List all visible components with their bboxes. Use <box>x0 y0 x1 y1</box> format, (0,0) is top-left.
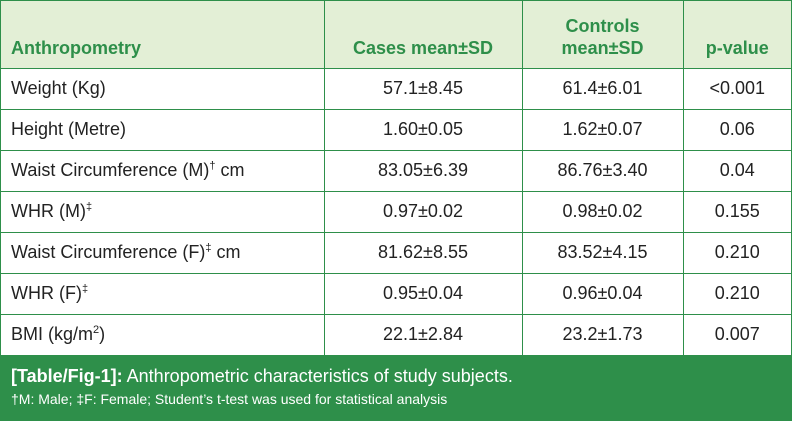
table-row: Waist Circumference (M)† cm 83.05±6.39 86.… <box>1 150 791 192</box>
table-row: WHR (F)‡ 0.95±0.04 0.96±0.04 0.210 <box>1 273 791 315</box>
controls-cell: 86.76±3.40 <box>522 150 684 192</box>
table-header-row: Anthropometry Cases mean±SD Controls mea… <box>1 1 791 69</box>
p-value-cell: 0.04 <box>683 150 791 192</box>
row-label-cell: Height (Metre) <box>1 109 325 151</box>
table-row: Waist Circumference (F)‡ cm 81.62±8.55 83.… <box>1 232 791 274</box>
row-label: Weight (Kg) <box>11 78 106 98</box>
caption-title: Anthropometric characteristics of study … <box>122 366 513 386</box>
table-row: BMI (kg/m2) 22.1±2.84 23.2±1.73 0.007 <box>1 314 791 356</box>
cases-cell: 0.97±0.02 <box>324 191 523 233</box>
table-row: Height (Metre) 1.60±0.05 1.62±0.07 0.06 <box>1 109 791 151</box>
header-p-value-line1: p-value <box>705 37 769 58</box>
row-label-cell: Weight (Kg) <box>1 68 325 110</box>
header-cases: Cases mean±SD <box>324 1 523 69</box>
row-label-cell: Waist Circumference (F)‡ cm <box>1 232 325 274</box>
header-controls-line1: Controls <box>565 15 640 36</box>
row-label-cell: WHR (M)‡ <box>1 191 325 233</box>
row-label: WHR (F) <box>11 283 82 303</box>
row-label-cell: Waist Circumference (M)† cm <box>1 150 325 192</box>
caption-ref: [Table/Fig-1]: <box>11 366 123 386</box>
p-value-cell: 0.210 <box>683 273 791 315</box>
cases-cell: 22.1±2.84 <box>324 314 523 356</box>
row-label-sup: ‡ <box>85 201 93 213</box>
controls-cell: 0.98±0.02 <box>522 191 684 233</box>
header-controls-line2: mean±SD <box>561 37 644 58</box>
p-value-cell: <0.001 <box>683 68 791 110</box>
controls-cell: 23.2±1.73 <box>522 314 684 356</box>
controls-cell: 1.62±0.07 <box>522 109 684 151</box>
row-label-suffix: cm <box>215 160 245 180</box>
cases-cell: 81.62±8.55 <box>324 232 523 274</box>
caption-title-line: [Table/Fig-1]: Anthropometric characteri… <box>11 364 781 388</box>
row-label-sup: ‡ <box>205 242 212 254</box>
row-label-cell: BMI (kg/m2) <box>1 314 325 356</box>
caption-footnote: †M: Male; ‡F: Female; Student’s t-test w… <box>11 391 448 407</box>
row-label-suffix: ) <box>99 324 106 344</box>
row-label: WHR (M) <box>11 201 86 221</box>
header-anthropometry-line1: Anthropometry <box>11 37 141 58</box>
p-value-cell: 0.155 <box>683 191 791 233</box>
p-value-cell: 0.06 <box>683 109 791 151</box>
row-label: Waist Circumference (F) <box>11 242 206 262</box>
table-row: WHR (M)‡ 0.97±0.02 0.98±0.02 0.155 <box>1 191 791 233</box>
p-value-cell: 0.007 <box>683 314 791 356</box>
row-label: Height (Metre) <box>11 119 127 139</box>
row-label-cell: WHR (F)‡ <box>1 273 325 315</box>
row-label: Waist Circumference (M) <box>11 160 210 180</box>
cases-cell: 0.95±0.04 <box>324 273 523 315</box>
table-body: Weight (Kg) 57.1±8.45 61.4±6.01 <0.001 Heigh… <box>1 68 791 356</box>
row-label-suffix: cm <box>211 242 241 262</box>
p-value-cell: 0.210 <box>683 232 791 274</box>
header-cases-line1: Cases mean±SD <box>353 37 493 58</box>
header-controls: Controls mean±SD <box>522 1 684 69</box>
controls-cell: 83.52±4.15 <box>522 232 684 274</box>
header-anthropometry: Anthropometry <box>1 1 325 69</box>
table-row: Weight (Kg) 57.1±8.45 61.4±6.01 <0.001 <box>1 68 791 110</box>
controls-cell: 0.96±0.04 <box>522 273 684 315</box>
cases-cell: 1.60±0.05 <box>324 109 523 151</box>
row-label-sup: ‡ <box>81 283 89 295</box>
anthropometry-table: Anthropometry Cases mean±SD Controls mea… <box>1 1 791 356</box>
controls-cell: 61.4±6.01 <box>522 68 684 110</box>
row-label: BMI (kg/m <box>11 324 94 344</box>
header-p-value: p-value <box>683 1 791 69</box>
cases-cell: 57.1±8.45 <box>324 68 523 110</box>
cases-cell: 83.05±6.39 <box>324 150 523 192</box>
figure-caption: [Table/Fig-1]: Anthropometric characteri… <box>1 355 791 421</box>
row-label-sup: † <box>209 160 216 172</box>
row-label-sup: 2 <box>93 324 100 336</box>
